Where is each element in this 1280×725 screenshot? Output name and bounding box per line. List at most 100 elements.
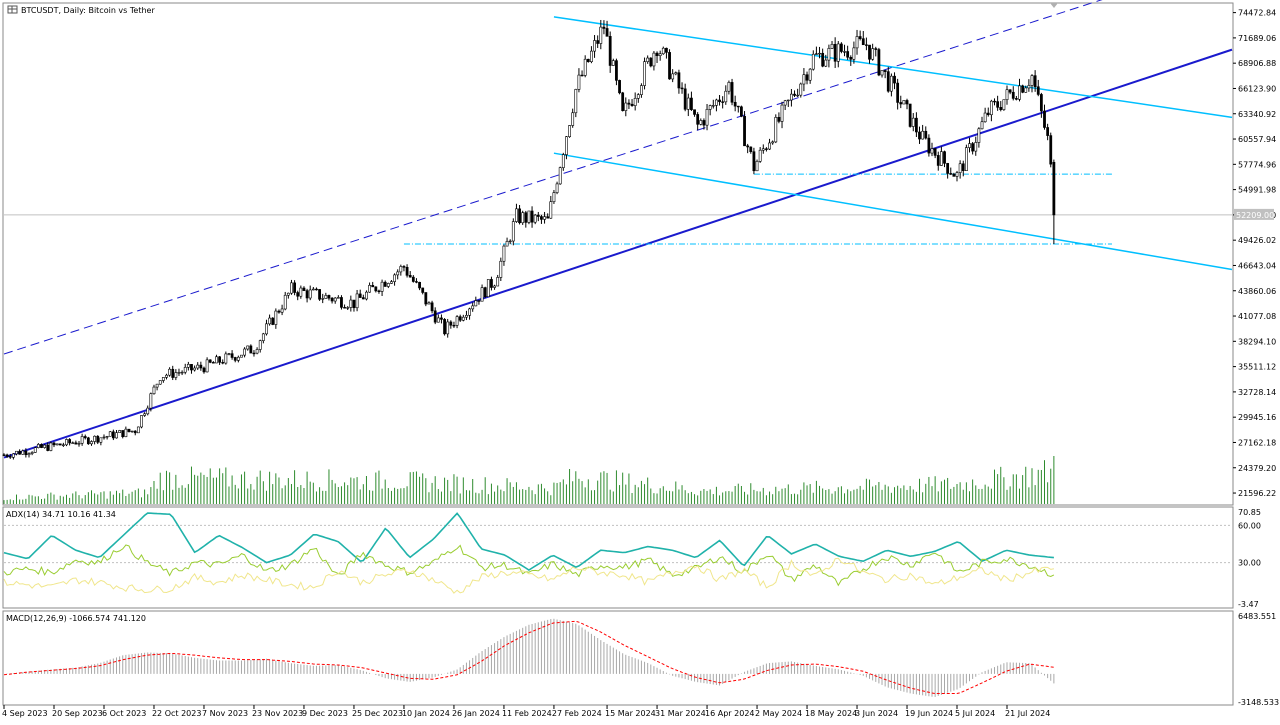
candle: [943, 150, 946, 168]
time-axis-label: 27 Feb 2024: [552, 709, 602, 718]
macd-title: MACD(12,26,9) -1066.574 741.120: [6, 614, 146, 623]
candle: [540, 214, 543, 224]
adx-series-1: [3, 544, 1055, 587]
candle: [777, 112, 781, 124]
candle: [96, 435, 100, 445]
candle: [733, 95, 737, 112]
volume-bars: [3, 456, 1055, 504]
lower-channel-line[interactable]: [553, 152, 1233, 271]
candle: [508, 239, 512, 245]
candle: [683, 83, 687, 112]
candle: [518, 205, 521, 225]
candle: [549, 195, 553, 219]
candle: [755, 159, 759, 172]
candle: [333, 297, 337, 304]
candle: [836, 41, 840, 68]
time-axis-label: 25 Dec 2023: [352, 709, 403, 718]
candle: [493, 284, 496, 290]
candle: [202, 366, 206, 374]
price-axis-label: 63340.92: [1238, 110, 1276, 119]
candle: [274, 308, 278, 329]
drawn-objects[interactable]: [3, 0, 1233, 459]
candle: [986, 107, 990, 117]
candle: [1033, 70, 1037, 92]
candle: [790, 89, 793, 107]
candle: [386, 282, 390, 289]
candle: [346, 306, 350, 311]
candle: [458, 314, 462, 322]
upper-channel-line[interactable]: [553, 16, 1233, 119]
candle: [643, 57, 646, 90]
candle: [286, 292, 290, 299]
candle: [502, 244, 506, 266]
candle: [180, 370, 184, 376]
candle: [621, 91, 625, 112]
price-axis-label: 60557.94: [1238, 135, 1276, 144]
candle: [36, 443, 40, 449]
time-axis-label: 7 Nov 2023: [202, 709, 248, 718]
candle: [974, 136, 978, 156]
candle: [1018, 78, 1021, 102]
candle: [905, 98, 909, 110]
support-trendline[interactable]: [3, 48, 1233, 459]
candle: [86, 436, 90, 445]
candle: [465, 310, 468, 321]
candle: [193, 365, 196, 372]
dashed-trendline[interactable]: [3, 0, 1232, 355]
candle: [599, 19, 603, 50]
candle: [58, 443, 62, 446]
candle: [68, 438, 72, 446]
candle: [168, 367, 171, 377]
candle: [74, 440, 78, 445]
current-price-label: 52209.00: [1236, 211, 1274, 220]
candle: [190, 364, 193, 374]
candle: [586, 58, 590, 63]
candle: [208, 359, 212, 364]
candle: [474, 296, 478, 307]
candle: [311, 286, 315, 291]
candle: [871, 43, 875, 61]
candle: [939, 146, 943, 166]
candle: [183, 363, 187, 375]
candle: [727, 80, 731, 95]
candle: [799, 82, 803, 98]
price-candles: [2, 19, 1056, 460]
candle: [240, 354, 243, 358]
candle: [521, 210, 525, 225]
candle: [593, 35, 596, 58]
candle: [543, 211, 546, 224]
candle: [468, 307, 471, 320]
candle: [261, 332, 265, 344]
candle: [980, 116, 984, 130]
price-axis-label: 43860.06: [1238, 287, 1276, 296]
candle: [330, 297, 334, 304]
candle: [924, 126, 928, 140]
candle: [268, 314, 271, 326]
candle: [52, 441, 56, 448]
candle: [340, 295, 343, 310]
price-axis-label: 24379.20: [1238, 464, 1276, 473]
candle: [530, 206, 534, 228]
candle: [708, 104, 712, 116]
candle: [490, 276, 493, 291]
candle: [174, 369, 178, 381]
candle: [477, 300, 481, 305]
chart-shift-marker-icon[interactable]: [1050, 3, 1058, 8]
candle: [1052, 159, 1056, 245]
candle: [533, 213, 537, 225]
candle: [827, 44, 831, 68]
candle: [396, 269, 400, 280]
candle: [655, 51, 659, 64]
candle: [315, 287, 318, 291]
candle: [265, 319, 268, 336]
time-axis-label: 15 Mar 2024: [605, 709, 656, 718]
candle: [671, 69, 675, 83]
candle: [146, 405, 150, 416]
candle: [515, 203, 518, 223]
time-axis-label: 26 Jan 2024: [452, 709, 500, 718]
candle: [408, 271, 412, 278]
candle: [605, 20, 609, 37]
candle: [405, 264, 409, 278]
